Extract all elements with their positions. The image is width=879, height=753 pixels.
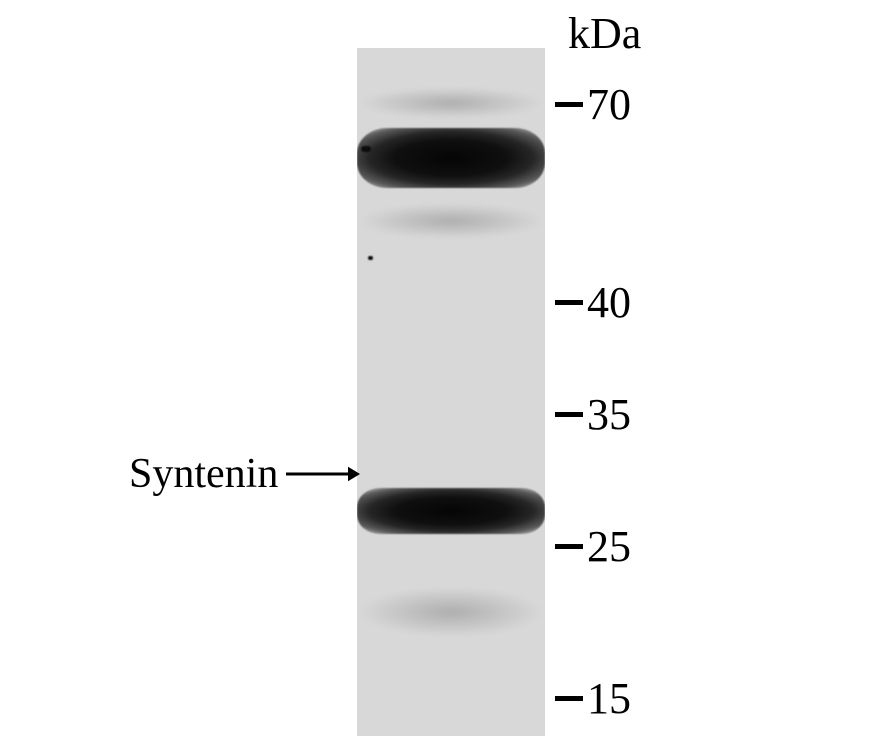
lane-noise bbox=[361, 88, 541, 118]
tick-dash-icon bbox=[555, 102, 583, 107]
tick-dash-icon bbox=[555, 300, 583, 305]
lane-noise bbox=[361, 204, 541, 238]
tick-value: 40 bbox=[587, 277, 631, 328]
tick-value: 25 bbox=[587, 521, 631, 572]
tick-value: 70 bbox=[587, 79, 631, 130]
western-blot-figure: kDa 70 40 35 25 15 Syntenin bbox=[0, 0, 879, 753]
lane-noise bbox=[361, 588, 541, 636]
band-syntenin bbox=[357, 488, 545, 534]
tick-dash-icon bbox=[555, 696, 583, 701]
mw-tick-25: 25 bbox=[555, 524, 631, 568]
gel-lane bbox=[357, 48, 545, 736]
tick-dash-icon bbox=[555, 412, 583, 417]
lane-speck bbox=[361, 146, 371, 152]
band-0 bbox=[357, 128, 545, 188]
mw-tick-40: 40 bbox=[555, 280, 631, 324]
tick-dash-icon bbox=[555, 544, 583, 549]
arrow-icon bbox=[286, 453, 362, 495]
band-label-text: Syntenin bbox=[129, 450, 278, 498]
mw-tick-70: 70 bbox=[555, 82, 631, 126]
tick-value: 15 bbox=[587, 673, 631, 724]
lane-speck bbox=[368, 256, 373, 260]
tick-value: 35 bbox=[587, 389, 631, 440]
kda-unit-label: kDa bbox=[568, 8, 641, 59]
mw-tick-35: 35 bbox=[555, 392, 631, 436]
mw-tick-15: 15 bbox=[555, 676, 631, 720]
band-label-syntenin: Syntenin bbox=[129, 453, 362, 495]
